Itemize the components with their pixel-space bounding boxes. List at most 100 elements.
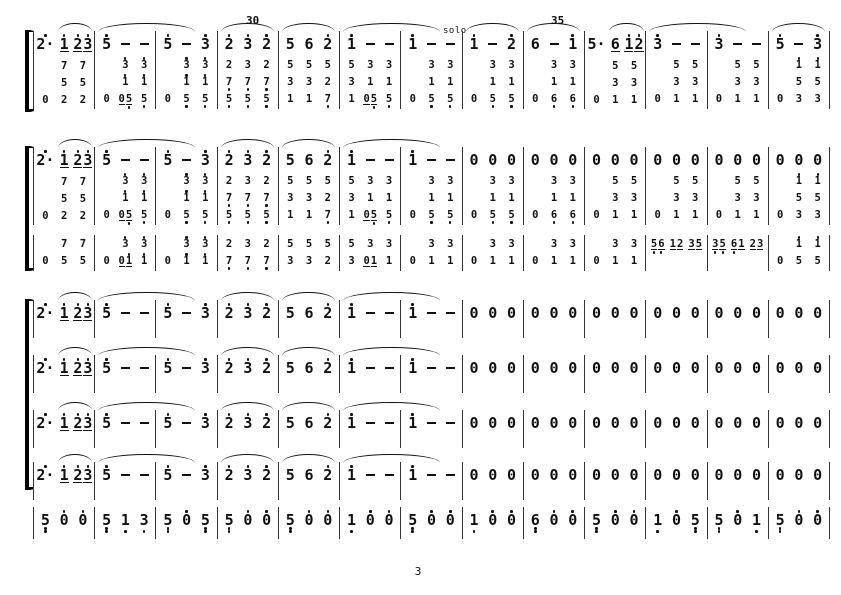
note: 0 bbox=[671, 359, 681, 377]
note: 1 bbox=[470, 508, 479, 533]
note: 5 bbox=[692, 175, 699, 187]
beat: 3 bbox=[281, 253, 300, 270]
note bbox=[181, 32, 192, 57]
measure: 5 bbox=[95, 454, 195, 500]
note: 0 bbox=[507, 414, 517, 432]
beat: 2 bbox=[220, 356, 239, 381]
note: 1 bbox=[428, 76, 435, 88]
beat: 6 bbox=[300, 463, 319, 488]
note: 3 bbox=[814, 93, 821, 105]
beat: 0 bbox=[625, 411, 644, 436]
voice-row: 3 bbox=[710, 32, 766, 57]
note: 1 bbox=[795, 236, 803, 250]
beat: 3 bbox=[380, 173, 399, 190]
beat: 7 bbox=[55, 236, 74, 253]
beat: 0 bbox=[526, 301, 545, 326]
beat: 1 bbox=[342, 32, 361, 57]
note: 0 bbox=[409, 93, 416, 105]
beat: 3 bbox=[606, 236, 625, 253]
note: 0 bbox=[591, 151, 601, 169]
note: 3 bbox=[287, 255, 294, 267]
beat: 7 bbox=[55, 58, 74, 75]
beat: 5 bbox=[97, 508, 116, 533]
note: 3 bbox=[200, 150, 210, 169]
note: 1 bbox=[59, 465, 69, 484]
note: 7 bbox=[79, 176, 87, 188]
note: 0 bbox=[715, 93, 723, 105]
note: 5 bbox=[163, 465, 173, 484]
beat: 1 bbox=[483, 253, 502, 270]
note: 5 bbox=[60, 77, 68, 89]
beat: 1 bbox=[196, 253, 215, 270]
beat: 0 bbox=[686, 463, 705, 488]
note: 1 bbox=[447, 76, 454, 88]
note: 0 bbox=[470, 209, 478, 221]
note: 2 bbox=[323, 358, 333, 377]
note: 0 bbox=[568, 510, 578, 529]
beat: 0 bbox=[790, 411, 809, 436]
beat: 2 bbox=[257, 32, 276, 57]
note bbox=[426, 411, 437, 436]
note: 1 bbox=[508, 255, 515, 267]
beat: 5 bbox=[380, 207, 399, 224]
beat: 3 bbox=[361, 173, 380, 190]
note: 1 bbox=[347, 303, 357, 322]
note: 3 bbox=[243, 303, 253, 322]
beat: 2 bbox=[318, 356, 337, 381]
slur-arc bbox=[220, 139, 274, 148]
note bbox=[487, 32, 498, 57]
beat bbox=[116, 463, 135, 488]
note: 5 bbox=[41, 508, 50, 533]
note: 1 bbox=[183, 190, 190, 204]
beat: 1 bbox=[606, 207, 625, 224]
beat: 0 bbox=[380, 508, 399, 533]
note: 1 bbox=[408, 150, 418, 169]
note: 0 bbox=[549, 510, 559, 529]
note: 0 bbox=[532, 255, 539, 267]
note bbox=[139, 411, 150, 436]
beat: 3 bbox=[135, 508, 154, 533]
beat: 6 bbox=[300, 301, 319, 326]
note: 0 bbox=[488, 414, 498, 432]
note: 5 bbox=[592, 508, 601, 533]
note: 5 bbox=[102, 303, 112, 322]
note: 0 bbox=[488, 466, 498, 484]
note: 1 bbox=[469, 34, 479, 53]
note: 1 bbox=[489, 192, 496, 204]
note: 1 bbox=[408, 303, 418, 322]
note: 1 bbox=[122, 74, 129, 88]
beat: 2· bbox=[36, 463, 55, 488]
note: 7 bbox=[263, 190, 270, 207]
note bbox=[365, 356, 376, 381]
note: 0 bbox=[690, 151, 700, 169]
beat: 3 bbox=[483, 57, 502, 74]
note: 2 bbox=[323, 465, 333, 484]
note: 0 bbox=[591, 414, 601, 432]
note: 0 bbox=[777, 209, 784, 221]
note: 2 bbox=[225, 238, 233, 250]
beat: 3 bbox=[545, 236, 564, 253]
